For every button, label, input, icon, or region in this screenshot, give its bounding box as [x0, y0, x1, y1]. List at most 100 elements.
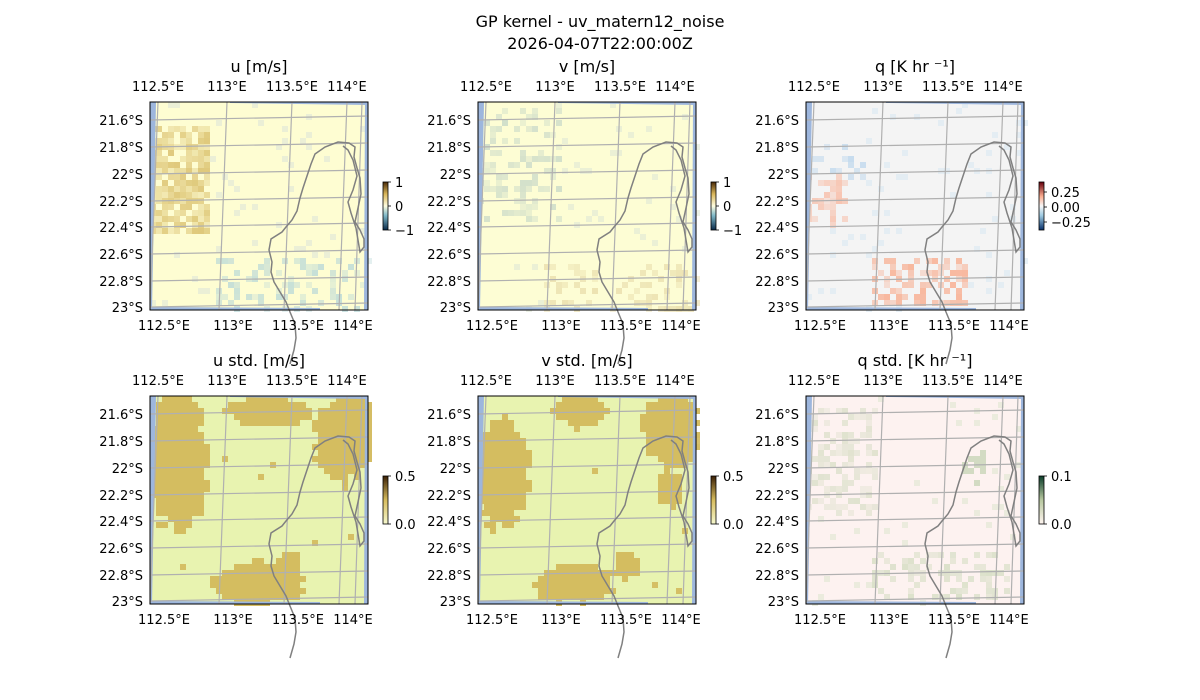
- lon-tick-top: 112.5°E: [132, 374, 184, 389]
- lat-tick: 21.6°S: [427, 114, 471, 129]
- lat-tick: 21.8°S: [427, 141, 471, 156]
- colorbar-tick-label: 0.1: [1051, 470, 1072, 485]
- lon-tick-top: 112.5°E: [460, 374, 512, 389]
- lon-tick-top: 114°E: [655, 374, 695, 389]
- graticule: [477, 101, 697, 311]
- field-background: [478, 102, 696, 310]
- ocean-edge-top: [886, 102, 1024, 105]
- lat-tick: 22.4°S: [755, 221, 799, 236]
- lat-tick: 22°S: [768, 462, 799, 477]
- colorbar-tick-label: 1: [395, 176, 403, 191]
- lon-tick-bottom: 112.5°E: [794, 319, 846, 334]
- graticule: [149, 395, 369, 605]
- lat-tick: 22.8°S: [99, 569, 143, 584]
- lon-tick-bottom: 113°E: [213, 613, 253, 628]
- lat-tick: 21.8°S: [99, 435, 143, 450]
- lon-tick-bottom: 114°E: [661, 613, 701, 628]
- coastline: [268, 435, 365, 659]
- coastline: [596, 435, 693, 659]
- lat-tick: 22°S: [112, 168, 143, 183]
- colorbar-tick-label: 0.25: [1051, 186, 1080, 201]
- ocean-edge-right: [692, 102, 696, 310]
- lon-tick-top: 113°E: [535, 374, 575, 389]
- ocean-edge-right: [1020, 102, 1024, 310]
- lon-tick-top: 114°E: [327, 374, 367, 389]
- lon-tick-bottom: 113°E: [541, 613, 581, 628]
- colorbar-ustd: 0.5 0.0: [382, 470, 416, 533]
- colorbar-vstd: 0.5 0.0: [710, 470, 744, 533]
- lat-tick: 22.6°S: [427, 248, 471, 263]
- colorbar-tick-label: 0: [723, 200, 731, 215]
- lat-tick: 22.4°S: [755, 515, 799, 530]
- lat-tick: 22.2°S: [99, 489, 143, 504]
- colorbar-tick-label: 0.5: [395, 470, 416, 485]
- colorbar-tick-label: −1: [395, 224, 414, 239]
- panel-title-ustd: u std. [m/s]: [213, 351, 305, 370]
- lat-tick: 23°S: [440, 595, 471, 610]
- ocean-edge-bottom: [806, 307, 976, 310]
- lon-tick-top: 114°E: [327, 80, 367, 95]
- ocean-edge-bottom: [478, 601, 648, 604]
- lon-tick-top: 112.5°E: [132, 80, 184, 95]
- lon-tick-bottom: 113.5°E: [928, 319, 980, 334]
- axes-frame: [149, 101, 369, 311]
- coastline: [596, 141, 693, 365]
- panel-title-v: v [m/s]: [559, 57, 615, 76]
- ocean-edge-bottom: [478, 307, 648, 310]
- ocean-edge-top: [558, 102, 696, 105]
- lon-tick-top: 113°E: [863, 374, 903, 389]
- lat-tick: 21.8°S: [755, 141, 799, 156]
- lat-tick: 22°S: [768, 168, 799, 183]
- panel-title-q: q [K hr ⁻¹]: [875, 57, 955, 76]
- colorbar-tick-label: −1: [723, 224, 742, 239]
- colorbar-tick-label: −0.25: [1051, 216, 1091, 231]
- lat-tick: 22.6°S: [755, 542, 799, 557]
- lon-tick-bottom: 113°E: [541, 319, 581, 334]
- lon-tick-top: 114°E: [655, 80, 695, 95]
- lat-tick: 23°S: [440, 301, 471, 316]
- lon-tick-bottom: 113.5°E: [600, 613, 652, 628]
- lon-tick-bottom: 114°E: [989, 613, 1029, 628]
- lon-tick-top: 113°E: [207, 80, 247, 95]
- panel-v: v [m/s]112.5°E112.5°E113°E113°E113.5°E11…: [427, 57, 742, 365]
- lon-tick-top: 113.5°E: [922, 374, 974, 389]
- lat-tick: 23°S: [112, 301, 143, 316]
- lat-tick: 21.6°S: [755, 408, 799, 423]
- coastline: [268, 141, 365, 365]
- figure-timestamp: 2026-04-07T22:00:00Z: [507, 34, 693, 53]
- lon-tick-bottom: 113°E: [213, 319, 253, 334]
- lon-tick-bottom: 114°E: [661, 319, 701, 334]
- lat-tick: 22.8°S: [99, 275, 143, 290]
- lat-tick: 22.6°S: [99, 248, 143, 263]
- colorbar-tick-label: 0.5: [723, 470, 744, 485]
- lat-tick: 22.4°S: [99, 221, 143, 236]
- lon-tick-bottom: 112.5°E: [138, 319, 190, 334]
- lat-tick: 21.8°S: [755, 435, 799, 450]
- lat-tick: 22.8°S: [427, 569, 471, 584]
- figure-title: GP kernel - uv_matern12_noise: [476, 12, 725, 32]
- lon-tick-bottom: 114°E: [989, 319, 1029, 334]
- lat-tick: 21.6°S: [427, 408, 471, 423]
- lon-tick-bottom: 113.5°E: [928, 613, 980, 628]
- colorbar-tick-label: 1: [723, 176, 731, 191]
- lat-tick: 22°S: [440, 462, 471, 477]
- panel-title-vstd: v std. [m/s]: [541, 351, 632, 370]
- lon-tick-top: 113°E: [863, 80, 903, 95]
- lat-tick: 22.6°S: [427, 542, 471, 557]
- lat-tick: 22.2°S: [427, 489, 471, 504]
- lon-tick-bottom: 112.5°E: [794, 613, 846, 628]
- lat-tick: 22.2°S: [755, 195, 799, 210]
- field-background: [806, 102, 1024, 310]
- lat-tick: 22.8°S: [755, 275, 799, 290]
- panel-u: u [m/s]112.5°E112.5°E113°E113°E113.5°E11…: [99, 57, 414, 365]
- lat-tick: 22.6°S: [99, 542, 143, 557]
- lon-tick-bottom: 112.5°E: [466, 613, 518, 628]
- lat-tick: 23°S: [768, 301, 799, 316]
- graticule: [149, 101, 369, 311]
- panel-qstd: q std. [K hr ⁻¹] 112.5°E 112.5°E 113°E 113°E…: [755, 351, 1072, 659]
- lon-tick-bottom: 114°E: [333, 613, 373, 628]
- ocean-edge-bottom: [150, 601, 320, 604]
- lon-tick-top: 113°E: [207, 374, 247, 389]
- lon-tick-bottom: 113°E: [869, 613, 909, 628]
